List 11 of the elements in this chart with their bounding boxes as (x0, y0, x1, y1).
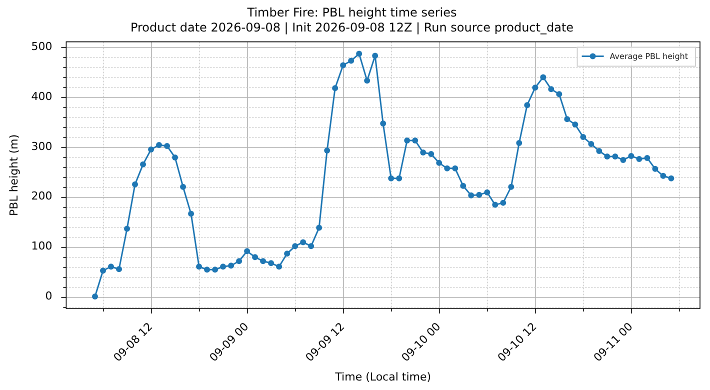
y-tick-label: 100 (31, 240, 52, 253)
chart-subtitle: Product date 2026-09-08 | Init 2026-09-08 12Z | Run source product_date (130, 20, 574, 35)
x-axis-title: Time (Local time) (334, 370, 432, 384)
chart-title: Timber Fire: PBL height time series (246, 5, 457, 20)
y-tick-label: 200 (31, 190, 52, 203)
y-axis-title: PBL height (m) (7, 134, 20, 216)
y-tick-label: 300 (31, 140, 52, 153)
legend-label: Average PBL height (610, 52, 688, 61)
y-tick-label: 500 (31, 40, 52, 54)
y-tick-label: 400 (31, 90, 52, 103)
y-tick-label: 0 (45, 289, 52, 302)
